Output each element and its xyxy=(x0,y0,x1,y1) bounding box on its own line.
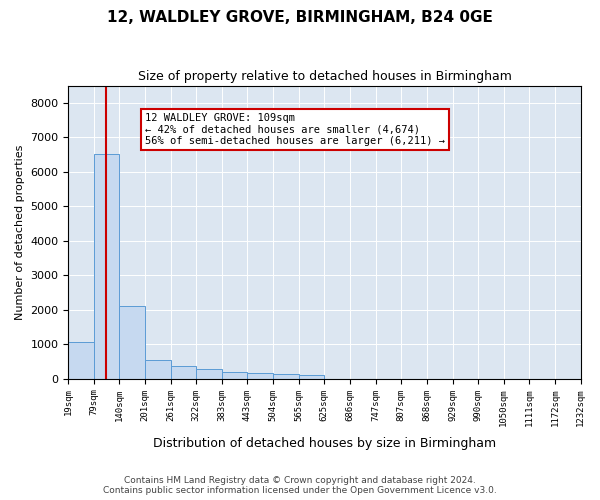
Text: Contains HM Land Registry data © Crown copyright and database right 2024.
Contai: Contains HM Land Registry data © Crown c… xyxy=(103,476,497,495)
Text: 12 WALDLEY GROVE: 109sqm
← 42% of detached houses are smaller (4,674)
56% of sem: 12 WALDLEY GROVE: 109sqm ← 42% of detach… xyxy=(145,113,445,146)
Bar xyxy=(222,372,247,378)
Bar xyxy=(119,306,145,378)
Bar xyxy=(94,154,119,378)
Bar xyxy=(145,360,170,378)
X-axis label: Distribution of detached houses by size in Birmingham: Distribution of detached houses by size … xyxy=(153,437,496,450)
Title: Size of property relative to detached houses in Birmingham: Size of property relative to detached ho… xyxy=(137,70,511,83)
Bar xyxy=(68,342,94,378)
Bar xyxy=(170,366,196,378)
Bar xyxy=(299,375,324,378)
Text: 12, WALDLEY GROVE, BIRMINGHAM, B24 0GE: 12, WALDLEY GROVE, BIRMINGHAM, B24 0GE xyxy=(107,10,493,25)
Bar xyxy=(273,374,299,378)
Bar xyxy=(247,374,273,378)
Y-axis label: Number of detached properties: Number of detached properties xyxy=(15,144,25,320)
Bar xyxy=(196,369,222,378)
